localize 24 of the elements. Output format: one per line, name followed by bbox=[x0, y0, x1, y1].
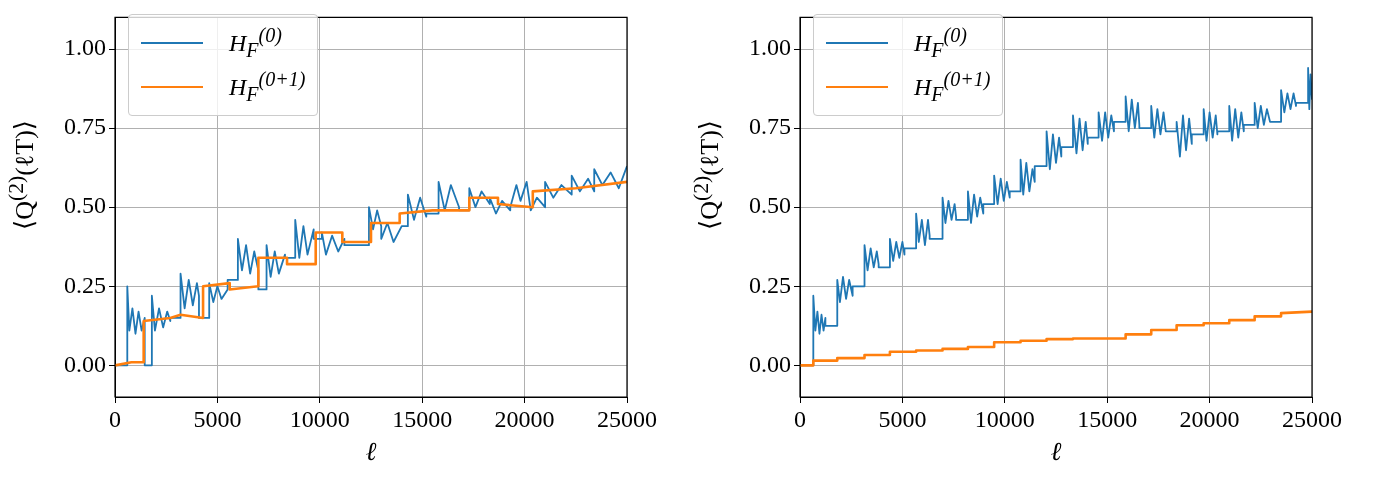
x-tick-label: 15000 bbox=[392, 405, 453, 432]
x-tick-label: 20000 bbox=[494, 405, 555, 432]
y-tick-label: 0.00 bbox=[64, 350, 106, 377]
y-tick-label: 1.00 bbox=[64, 34, 106, 61]
x-axis-title: ℓ bbox=[1050, 437, 1062, 467]
y-tick-label: 0.50 bbox=[749, 192, 791, 219]
x-tick-label: 10000 bbox=[974, 405, 1035, 432]
x-tick-label: 0 bbox=[794, 405, 806, 432]
x-axis-title: ℓ bbox=[365, 437, 377, 467]
x-tick-label: 15000 bbox=[1077, 405, 1138, 432]
y-tick-label: 0.25 bbox=[749, 271, 791, 298]
y-tick-label: 1.00 bbox=[749, 34, 791, 61]
x-tick-label: 0 bbox=[109, 405, 121, 432]
y-tick-label: 0.25 bbox=[64, 271, 106, 298]
y-tick-label: 0.75 bbox=[64, 113, 106, 140]
y-tick-label: 0.75 bbox=[749, 113, 791, 140]
x-tick-label: 20000 bbox=[1179, 405, 1240, 432]
x-tick-label: 25000 bbox=[597, 405, 657, 432]
x-tick-label: 25000 bbox=[1282, 405, 1342, 432]
x-tick-label: 5000 bbox=[193, 405, 242, 432]
x-tick-label: 10000 bbox=[289, 405, 350, 432]
x-tick-label: 5000 bbox=[878, 405, 927, 432]
y-tick-label: 0.50 bbox=[64, 192, 106, 219]
y-tick-label: 0.00 bbox=[749, 350, 791, 377]
